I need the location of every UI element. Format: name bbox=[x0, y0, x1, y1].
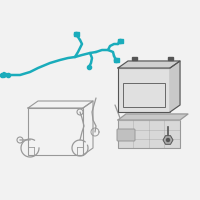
Bar bbox=[74, 32, 78, 36]
Bar bbox=[114, 58, 118, 62]
FancyBboxPatch shape bbox=[117, 129, 135, 141]
Bar bbox=[118, 39, 122, 43]
Bar bbox=[123, 83, 165, 107]
Bar bbox=[118, 120, 180, 148]
Polygon shape bbox=[118, 61, 180, 68]
Bar bbox=[28, 108, 83, 155]
Circle shape bbox=[166, 138, 170, 142]
Polygon shape bbox=[163, 136, 173, 144]
Polygon shape bbox=[170, 61, 180, 112]
Polygon shape bbox=[118, 114, 188, 120]
Bar bbox=[132, 57, 137, 60]
Bar bbox=[168, 57, 173, 60]
Bar bbox=[118, 68, 170, 112]
